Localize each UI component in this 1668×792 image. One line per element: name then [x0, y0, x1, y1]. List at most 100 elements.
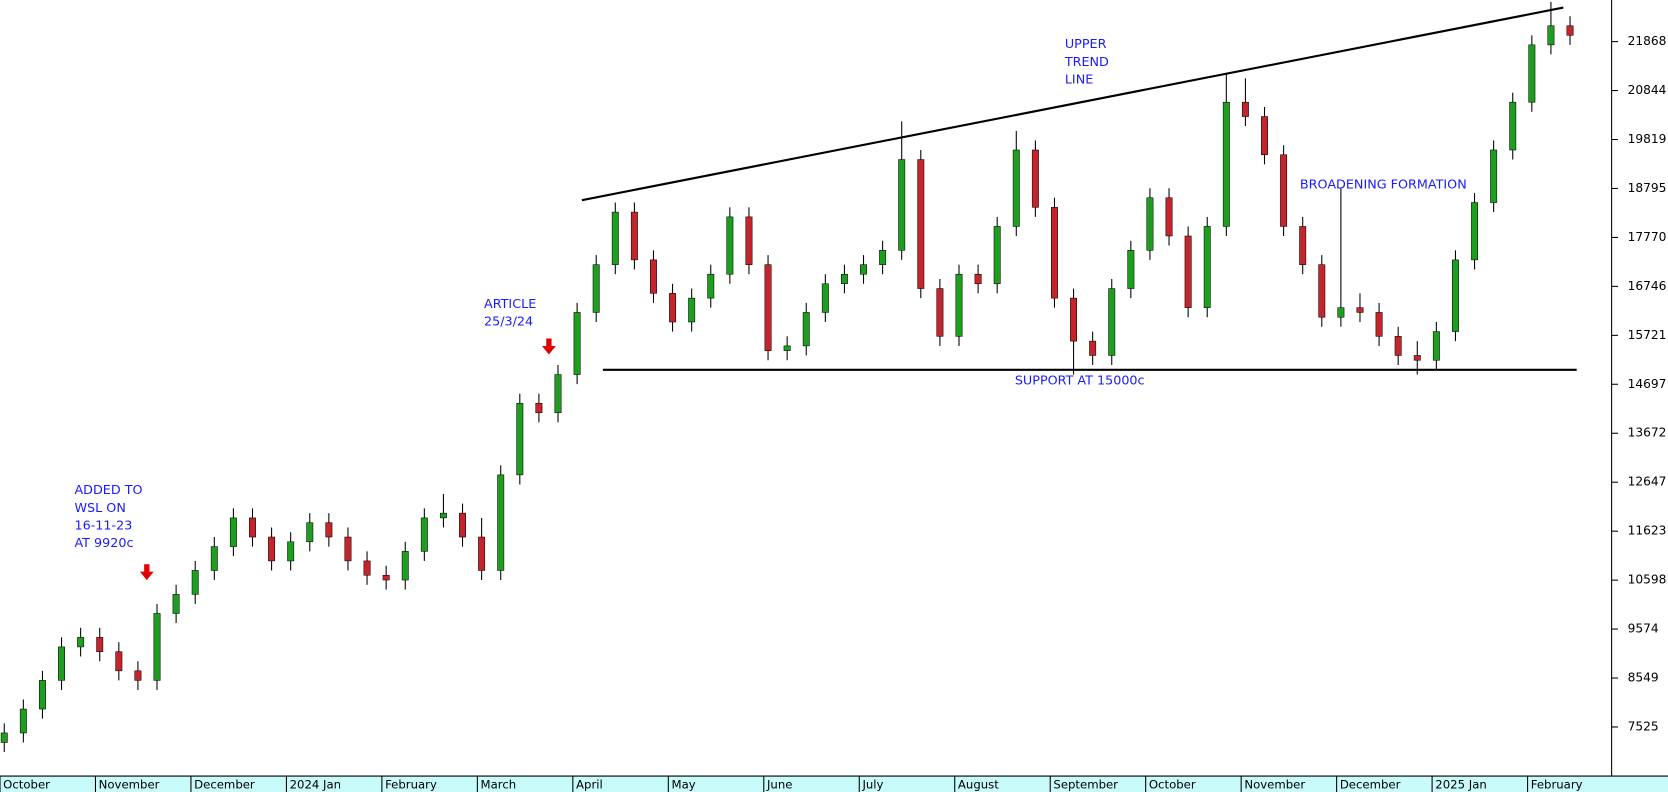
trend-line: [581, 6, 1564, 202]
candle-body: [1413, 355, 1421, 361]
candle-body: [898, 159, 906, 251]
month-bar: [0, 776, 1668, 792]
candle-body: [325, 522, 333, 538]
candle-body: [592, 264, 600, 313]
x-tick-label: March: [481, 778, 517, 792]
y-tick-label: 20844: [1628, 83, 1667, 97]
candle-body: [1031, 149, 1039, 208]
candle-body: [802, 312, 810, 347]
x-tick-label: October: [1149, 778, 1196, 792]
candle-body: [554, 374, 562, 414]
candle-body: [1051, 207, 1058, 299]
annotation: ADDED TO: [74, 483, 142, 498]
y-tick-label: 17770: [1628, 230, 1667, 244]
annotation: WSL ON: [74, 501, 125, 516]
annotation: AT 9920c: [74, 536, 133, 551]
arrow: [541, 338, 556, 355]
y-tick-label: 10598: [1628, 573, 1667, 587]
candle-body: [497, 474, 505, 571]
candle-body: [210, 546, 218, 571]
candle-body: [115, 651, 123, 672]
candle-body: [19, 708, 27, 734]
candle-body: [1108, 288, 1116, 356]
candle-body: [1165, 197, 1173, 237]
candle-body: [611, 211, 619, 265]
x-tick-label: June: [766, 778, 792, 792]
y-tick-label: 21868: [1628, 34, 1667, 48]
x-tick-label: February: [385, 778, 437, 792]
candle-body: [783, 345, 791, 351]
candle-body: [1222, 101, 1230, 227]
candle-body: [1070, 297, 1078, 342]
y-tick-label: 18795: [1628, 181, 1667, 195]
candle-body: [821, 283, 829, 313]
candle-body: [1280, 154, 1288, 227]
candle-body: [58, 646, 65, 681]
candle-body: [268, 536, 276, 562]
x-tick-label: 2024 Jan: [290, 778, 341, 792]
x-tick-label: November: [1244, 778, 1305, 792]
candle-body: [516, 402, 524, 476]
candle-body: [745, 216, 753, 265]
y-tick-label: 12647: [1628, 475, 1667, 489]
annotation: TREND: [1064, 55, 1109, 70]
candle-body: [134, 670, 142, 681]
candle-body: [1318, 264, 1326, 318]
candle-body: [1261, 116, 1268, 156]
candle-body: [77, 637, 85, 648]
annotation: UPPER: [1065, 37, 1107, 52]
candle-body: [306, 522, 314, 543]
candle-body: [955, 273, 963, 337]
x-tick-label: October: [3, 778, 50, 792]
candle-body: [1184, 235, 1192, 308]
candle-body: [840, 273, 848, 285]
x-tick-label: December: [1340, 778, 1401, 792]
x-tick-label: September: [1053, 778, 1118, 792]
candle-body: [459, 512, 466, 538]
arrow: [139, 564, 154, 581]
candle-body: [1509, 101, 1517, 151]
candle-body: [974, 273, 982, 285]
candle-body: [1337, 307, 1345, 318]
candle-body: [1299, 226, 1307, 265]
annotation: SUPPORT AT 15000c: [1015, 374, 1145, 389]
candle-body: [1146, 197, 1154, 251]
candle-body: [38, 680, 46, 710]
x-tick-label: November: [99, 778, 160, 792]
x-tick-label: April: [576, 778, 603, 792]
candle-body: [1566, 25, 1574, 36]
x-tick-label: February: [1531, 778, 1583, 792]
y-tick-label: 16746: [1628, 279, 1667, 293]
y-tick-label: 7525: [1628, 719, 1659, 733]
candle-body: [344, 536, 352, 562]
x-tick-label: July: [861, 778, 883, 792]
candle-body: [172, 594, 180, 614]
x-tick-label: December: [194, 778, 255, 792]
candle-body: [0, 732, 8, 743]
candle-body: [1432, 331, 1440, 361]
candle-body: [1012, 149, 1020, 227]
annotation: LINE: [1065, 72, 1093, 87]
candle-body: [1356, 307, 1364, 313]
x-tick-label: May: [672, 778, 696, 792]
y-tick-label: 19819: [1628, 132, 1667, 146]
candle-body: [688, 297, 696, 323]
candle-body: [669, 293, 677, 323]
candle-body: [917, 159, 925, 289]
candle-body: [630, 211, 638, 261]
candle-body: [229, 517, 237, 547]
candle-body: [191, 570, 199, 595]
candle-body: [993, 226, 1001, 285]
candle-body: [1375, 312, 1383, 337]
annotation: 16-11-23: [74, 518, 132, 533]
candle-body: [478, 536, 486, 571]
candle-body: [573, 312, 581, 375]
y-tick-label: 13672: [1628, 426, 1667, 440]
candle-body: [535, 402, 543, 414]
candle-body: [363, 560, 371, 576]
candle-body: [1394, 336, 1402, 356]
annotation: 25/3/24: [484, 315, 533, 330]
y-tick-label: 15721: [1628, 328, 1667, 342]
candle-body: [1528, 44, 1536, 103]
